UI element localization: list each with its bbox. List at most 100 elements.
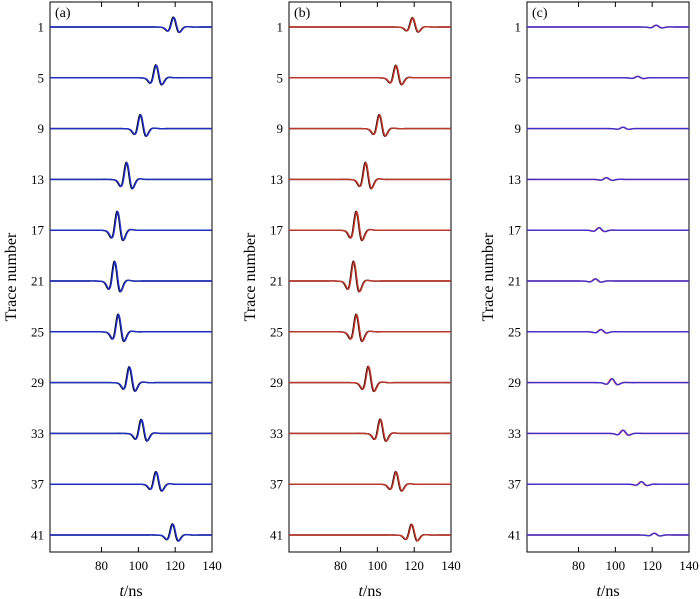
trace-5-overlay: [49, 64, 213, 86]
y-tick-label: 33: [270, 426, 283, 441]
x-tick-label: 80: [334, 558, 347, 573]
y-axis-title: Trace number: [242, 232, 259, 321]
trace-25-overlay: [288, 314, 452, 342]
y-tick-label: 29: [508, 375, 521, 390]
trace-41-overlay: [288, 523, 452, 542]
y-tick-label: 9: [277, 121, 284, 136]
y-tick-label: 5: [277, 70, 284, 85]
y-tick-label: 25: [270, 324, 283, 339]
trace-9-base: [288, 113, 452, 137]
panel-c: (c) 80 100 120 140 t/ns Trace number 1 5 9 13 17 21 2…: [480, 1, 699, 599]
y-tick-label: 13: [270, 172, 283, 187]
trace-21-base: [49, 260, 213, 293]
y-tick-label: 25: [508, 324, 521, 339]
y-tick-label: 21: [31, 274, 44, 289]
trace-33-overlay: [288, 418, 452, 442]
panel-b: (b) 80 100 120 140 t/ns Trace number 1 5 9 13 17 21 2…: [242, 1, 461, 599]
trace-25-overlay: [526, 328, 690, 334]
y-tick-label: 37: [270, 477, 284, 492]
y-tick-label: 41: [508, 528, 521, 543]
trace-21-overlay: [526, 278, 690, 283]
trace-1-base: [49, 16, 213, 34]
y-tick-label: 1: [515, 20, 522, 35]
y-tick-label: 1: [38, 20, 45, 35]
trace-5-overlay: [526, 75, 690, 80]
trace-41-base: [288, 523, 452, 542]
trace-41-base: [49, 523, 213, 542]
trace-1-base: [288, 16, 452, 33]
panel-label: (a): [55, 6, 71, 21]
x-tick-label: 120: [404, 558, 424, 573]
y-tick-label: 13: [31, 172, 44, 187]
trace-5-base: [288, 64, 452, 86]
y-tick-label: 1: [277, 20, 284, 35]
trace-37-overlay: [288, 471, 452, 492]
y-tick-label: 13: [508, 172, 521, 187]
panel-a: (a) 80 100 120 140 t/ns Trace number 1 5 9 13 17 21 2…: [3, 1, 222, 599]
trace-13-overlay: [526, 176, 690, 182]
trace-13-overlay: [49, 162, 213, 190]
x-tick-label: 100: [606, 558, 626, 573]
plot-frame: [49, 1, 213, 553]
trace-33-base: [288, 418, 452, 442]
x-tick-label: 140: [679, 558, 699, 573]
plot-frame: [526, 1, 690, 553]
trace-33-base: [49, 418, 213, 442]
trace-1-overlay: [288, 17, 452, 33]
y-tick-label: 17: [270, 223, 284, 238]
x-axis-title: t/ns: [119, 583, 142, 599]
trace-33-overlay: [526, 429, 690, 436]
y-tick-label: 17: [508, 223, 522, 238]
plot-frame: [288, 1, 452, 553]
trace-41-overlay: [49, 523, 213, 542]
trace-41-overlay: [526, 532, 690, 537]
trace-13-overlay: [288, 162, 452, 190]
trace-5-overlay: [288, 64, 452, 86]
panel-label: (c): [532, 6, 548, 21]
x-axis-title: t/ns: [596, 583, 619, 599]
x-axis-title: t/ns: [358, 583, 381, 599]
trace-1-overlay: [526, 24, 690, 29]
x-tick-label: 100: [129, 558, 149, 573]
y-tick-label: 29: [270, 375, 283, 390]
trace-5-base: [49, 64, 213, 86]
x-tick-label: 140: [441, 558, 461, 573]
trace-9-overlay: [526, 126, 690, 131]
trace-9-overlay: [49, 114, 213, 137]
trace-33-overlay: [49, 419, 213, 442]
y-tick-label: 37: [31, 477, 45, 492]
trace-17-overlay: [49, 211, 213, 241]
y-axis-title: Trace number: [480, 232, 497, 321]
y-tick-label: 37: [508, 477, 522, 492]
y-tick-label: 41: [270, 528, 283, 543]
y-tick-label: 9: [38, 121, 45, 136]
trace-37-overlay: [526, 481, 690, 487]
panel-label: (b): [294, 6, 311, 21]
x-tick-label: 140: [202, 558, 222, 573]
trace-25-base: [288, 313, 452, 343]
y-tick-label: 33: [31, 426, 44, 441]
trace-25-overlay: [49, 314, 213, 342]
trace-25-base: [49, 313, 213, 343]
x-tick-label: 120: [165, 558, 185, 573]
trace-29-overlay: [526, 378, 690, 386]
trace-1-overlay: [49, 16, 213, 33]
x-tick-label: 100: [368, 558, 388, 573]
trace-9-base: [49, 113, 213, 137]
y-tick-label: 33: [508, 426, 521, 441]
y-axis-title: Trace number: [3, 232, 20, 321]
trace-29-overlay: [49, 366, 213, 392]
trace-17-overlay: [288, 211, 452, 241]
x-tick-label: 80: [572, 558, 585, 573]
y-tick-label: 5: [515, 70, 522, 85]
trace-21-overlay: [288, 261, 452, 293]
y-tick-label: 25: [31, 324, 44, 339]
y-tick-label: 5: [38, 70, 45, 85]
y-tick-label: 41: [31, 528, 44, 543]
trace-37-overlay: [49, 471, 213, 492]
trace-17-base: [49, 210, 213, 242]
y-tick-label: 9: [515, 121, 522, 136]
trace-21-base: [288, 260, 452, 293]
trace-33-base: [526, 429, 690, 436]
